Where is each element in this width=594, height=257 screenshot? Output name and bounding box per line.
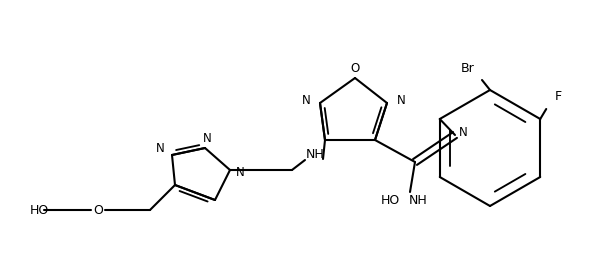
- Text: N: N: [302, 95, 311, 107]
- Text: HO: HO: [30, 204, 49, 216]
- Text: NH: NH: [409, 194, 427, 207]
- Text: N: N: [459, 125, 467, 139]
- Text: HO: HO: [380, 194, 400, 207]
- Text: N: N: [397, 95, 405, 107]
- Text: NH: NH: [306, 149, 324, 161]
- Text: Br: Br: [461, 61, 475, 75]
- Text: N: N: [156, 142, 165, 154]
- Text: O: O: [93, 204, 103, 216]
- Text: O: O: [350, 61, 359, 75]
- Text: N: N: [203, 132, 211, 144]
- Text: N: N: [236, 166, 244, 179]
- Text: F: F: [555, 90, 562, 104]
